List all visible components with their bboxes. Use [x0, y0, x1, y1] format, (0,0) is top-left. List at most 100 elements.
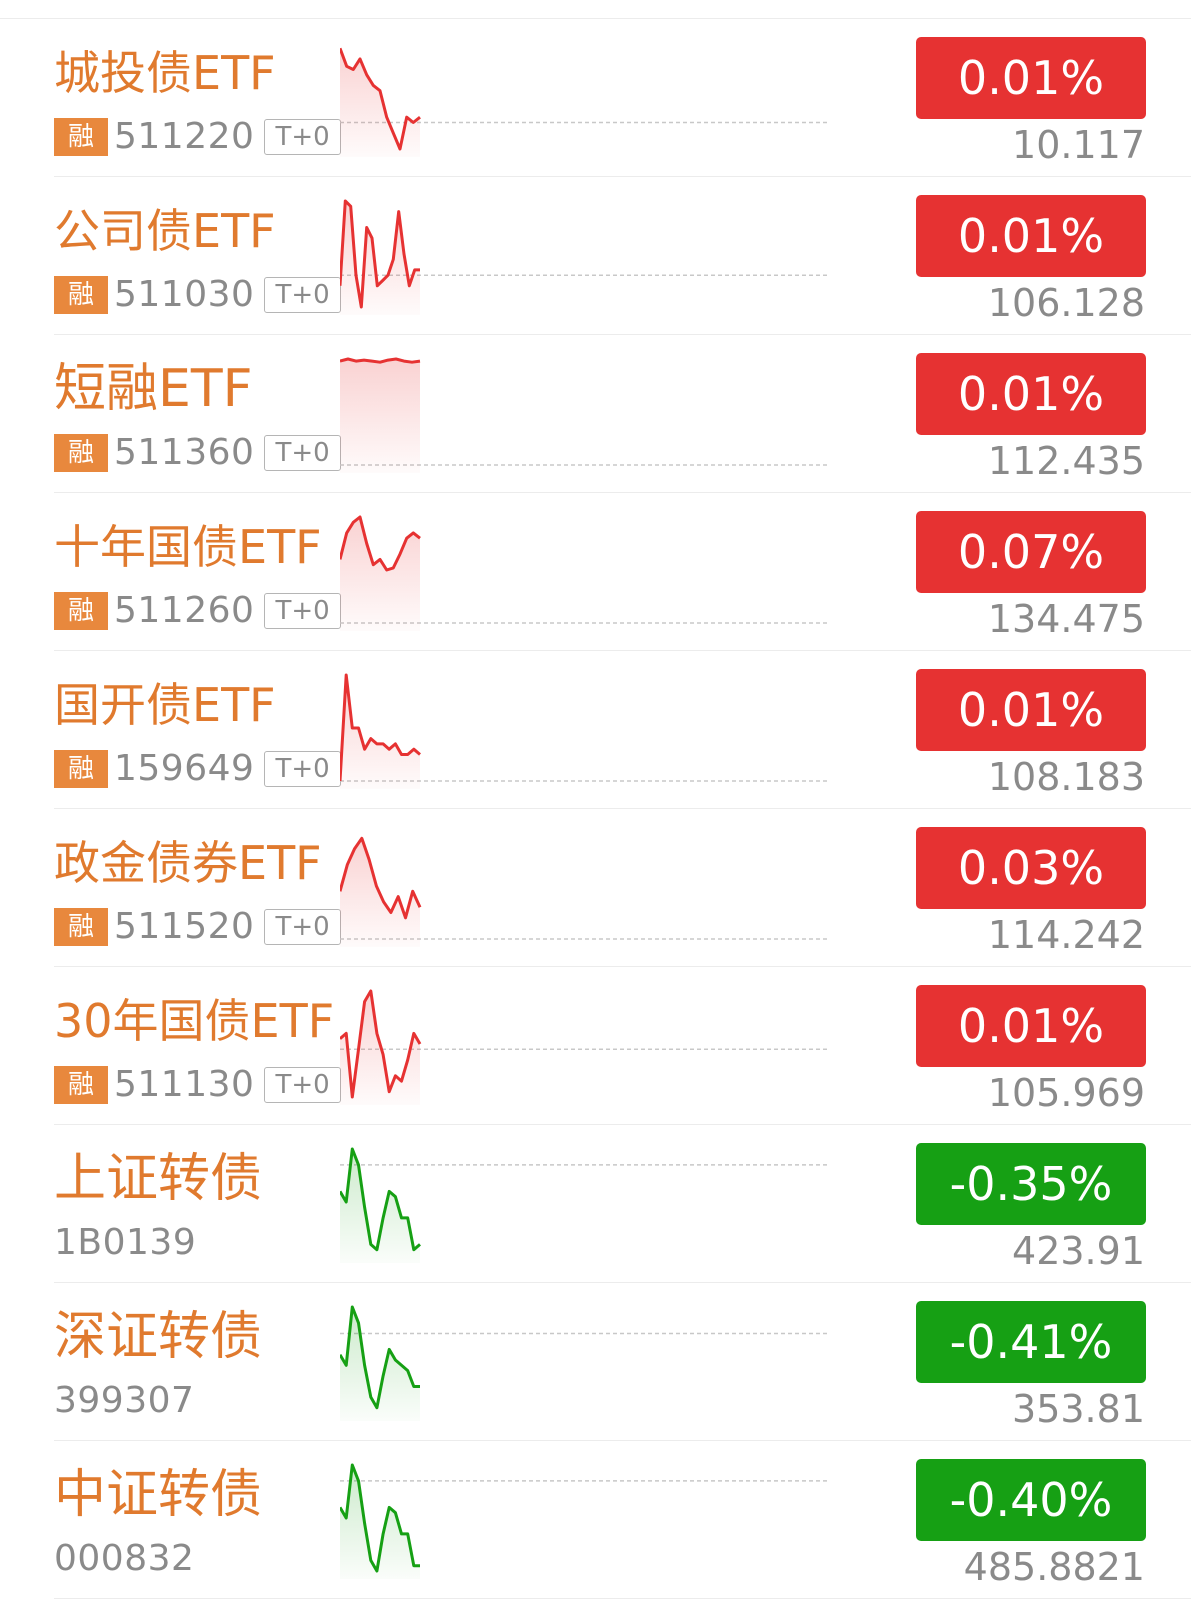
- security-sub-info: 融 511520 T+0: [54, 907, 341, 947]
- last-price: 114.242: [987, 913, 1145, 957]
- security-sub-info: 1B0139: [54, 1223, 196, 1263]
- security-name: 深证转债: [54, 1307, 263, 1367]
- change-badge[interactable]: -0.40%: [916, 1459, 1146, 1541]
- security-code: 511130: [114, 1064, 255, 1105]
- intraday-sparkline: [340, 199, 830, 315]
- list-item[interactable]: 30年国债ETF 融 511130 T+0 0.01% 105.969: [0, 967, 1191, 1125]
- change-badge[interactable]: 0.03%: [916, 827, 1146, 909]
- last-price: 112.435: [987, 439, 1145, 483]
- sparkline-area: [340, 675, 420, 789]
- margin-badge: 融: [54, 276, 108, 314]
- security-sub-info: 融 511030 T+0: [54, 275, 341, 315]
- security-sub-info: 融 511360 T+0: [54, 433, 341, 473]
- security-name: 中证转债: [54, 1465, 263, 1525]
- sparkline-area: [340, 359, 420, 473]
- sparkline-line: [340, 989, 422, 1099]
- security-sub-info: 000832: [54, 1539, 194, 1579]
- margin-badge: 融: [54, 118, 108, 156]
- security-sub-info: 399307: [54, 1381, 194, 1421]
- list-item[interactable]: 国开债ETF 融 159649 T+0 0.01% 108.183: [0, 651, 1191, 809]
- list-item[interactable]: 十年国债ETF 融 511260 T+0 0.07% 134.475: [0, 493, 1191, 651]
- t0-badge: T+0: [264, 435, 341, 471]
- last-price: 108.183: [987, 755, 1145, 799]
- intraday-sparkline: [340, 1147, 830, 1263]
- security-name: 政金债券ETF: [54, 836, 322, 890]
- list-item[interactable]: 深证转债 399307 -0.41% 353.81: [0, 1283, 1191, 1441]
- security-sub-info: 融 511130 T+0: [54, 1065, 341, 1105]
- change-badge[interactable]: 0.01%: [916, 37, 1146, 119]
- change-badge[interactable]: 0.01%: [916, 985, 1146, 1067]
- sparkline-line: [340, 1147, 421, 1252]
- intraday-sparkline: [340, 47, 830, 157]
- change-badge[interactable]: 0.07%: [916, 511, 1146, 593]
- security-code: 511260: [114, 590, 255, 631]
- change-badge[interactable]: 0.01%: [916, 195, 1146, 277]
- security-sub-info: 融 159649 T+0: [54, 749, 341, 789]
- list-item[interactable]: 政金债券ETF 融 511520 T+0 0.03% 114.242: [0, 809, 1191, 967]
- t0-badge: T+0: [264, 119, 341, 155]
- list-item[interactable]: 短融ETF 融 511360 T+0 0.01% 112.435: [0, 335, 1191, 493]
- security-code: 511520: [114, 906, 255, 947]
- sparkline-line: [340, 47, 421, 151]
- t0-badge: T+0: [264, 909, 341, 945]
- intraday-sparkline: [340, 357, 830, 473]
- security-code: 399307: [54, 1380, 195, 1421]
- t0-badge: T+0: [264, 751, 341, 787]
- sparkline-area: [340, 1465, 420, 1579]
- sparkline-line: [340, 1463, 420, 1573]
- t0-badge: T+0: [264, 277, 341, 313]
- margin-badge: 融: [54, 592, 108, 630]
- security-code: 511030: [114, 274, 255, 315]
- sparkline-line: [340, 673, 421, 782]
- change-badge[interactable]: -0.41%: [916, 1301, 1146, 1383]
- change-badge[interactable]: 0.01%: [916, 669, 1146, 751]
- security-code: 159649: [114, 748, 255, 789]
- list-item[interactable]: 城投债ETF 融 511220 T+0 0.01% 10.117: [0, 19, 1191, 177]
- intraday-sparkline: [340, 836, 830, 947]
- security-name: 短融ETF: [54, 359, 253, 419]
- last-price: 106.128: [987, 281, 1145, 325]
- sparkline-line: [340, 836, 422, 920]
- last-price: 423.91: [1012, 1229, 1145, 1273]
- sparkline-area: [340, 838, 420, 947]
- security-code: 000832: [54, 1538, 195, 1579]
- sparkline-line: [340, 515, 421, 572]
- t0-badge: T+0: [264, 1067, 341, 1103]
- security-code: 511220: [114, 116, 255, 157]
- intraday-sparkline: [340, 515, 830, 631]
- security-code: 1B0139: [54, 1222, 197, 1263]
- security-name: 国开债ETF: [54, 678, 276, 732]
- security-sub-info: 融 511220 T+0: [54, 117, 341, 157]
- last-price: 134.475: [987, 597, 1145, 641]
- sparkline-line: [340, 1305, 420, 1410]
- security-name: 上证转债: [54, 1149, 263, 1209]
- change-badge[interactable]: -0.35%: [916, 1143, 1146, 1225]
- security-sub-info: 融 511260 T+0: [54, 591, 341, 631]
- margin-badge: 融: [54, 434, 108, 472]
- bond-etf-list: 城投债ETF 融 511220 T+0 0.01% 10.117 公司债ETF 融 511030…: [0, 19, 1191, 1599]
- intraday-sparkline: [340, 989, 830, 1105]
- security-name: 城投债ETF: [54, 46, 276, 100]
- margin-badge: 融: [54, 750, 108, 788]
- security-name: 公司债ETF: [54, 204, 276, 258]
- last-price: 105.969: [987, 1071, 1145, 1115]
- list-item[interactable]: 公司债ETF 融 511030 T+0 0.01% 106.128: [0, 177, 1191, 335]
- margin-badge: 融: [54, 1066, 108, 1104]
- top-divider: [0, 18, 1191, 19]
- security-name: 十年国债ETF: [54, 520, 322, 574]
- intraday-sparkline: [340, 1305, 830, 1421]
- last-price: 10.117: [1012, 123, 1145, 167]
- list-item[interactable]: 上证转债 1B0139 -0.35% 423.91: [0, 1125, 1191, 1283]
- security-code: 511360: [114, 432, 255, 473]
- t0-badge: T+0: [264, 593, 341, 629]
- sparkline-line: [340, 199, 420, 309]
- change-badge[interactable]: 0.01%: [916, 353, 1146, 435]
- list-item[interactable]: 中证转债 000832 -0.40% 485.8821: [0, 1441, 1191, 1599]
- sparkline-area: [340, 48, 420, 157]
- intraday-sparkline: [340, 673, 830, 789]
- security-name: 30年国债ETF: [54, 994, 335, 1048]
- intraday-sparkline: [340, 1463, 830, 1579]
- last-price: 485.8821: [963, 1545, 1145, 1589]
- last-price: 353.81: [1012, 1387, 1145, 1431]
- margin-badge: 融: [54, 908, 108, 946]
